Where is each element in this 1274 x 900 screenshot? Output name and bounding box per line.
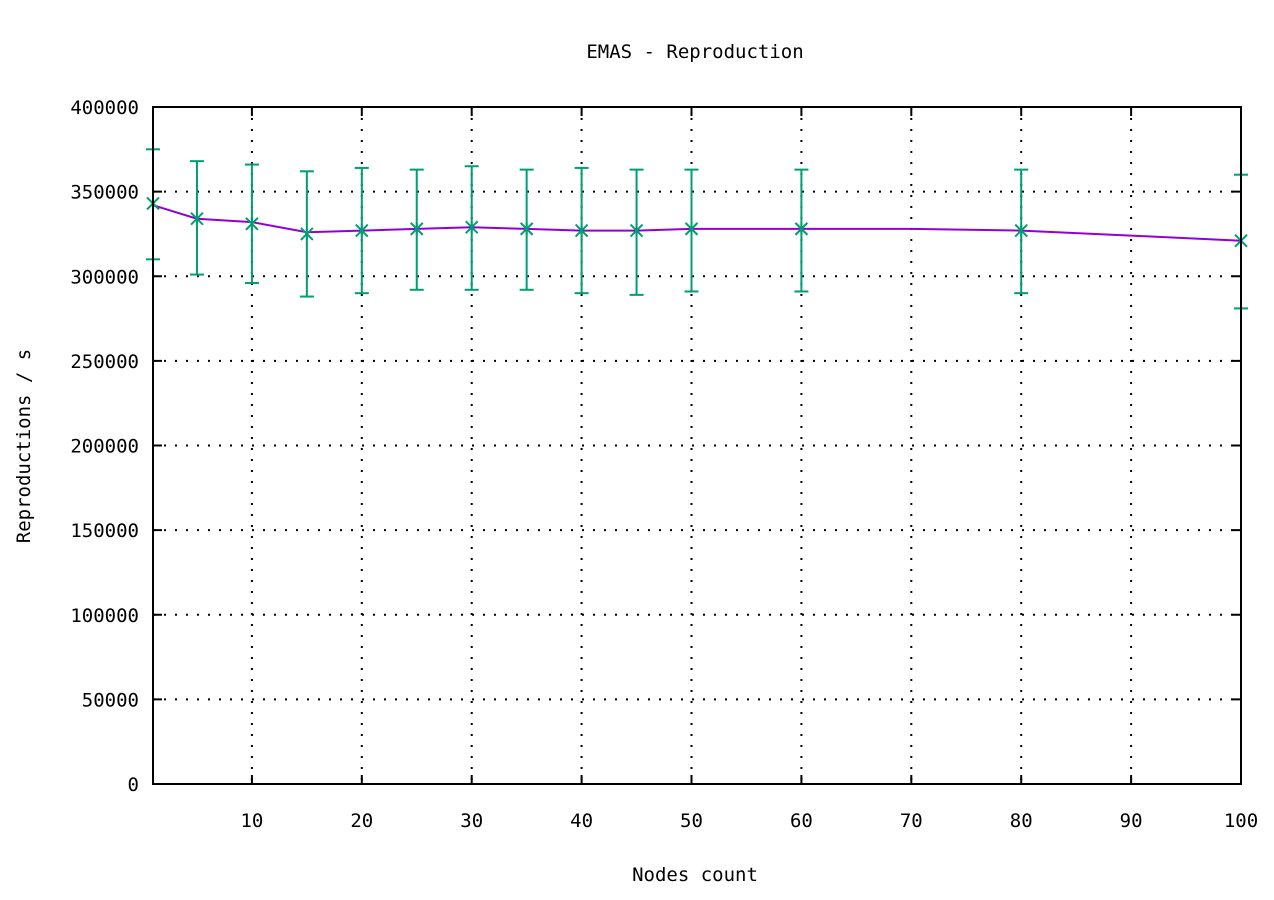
data-point — [354, 166, 369, 295]
y-tick-label: 250000 — [70, 351, 139, 373]
y-tick-label: 350000 — [70, 182, 139, 204]
grid — [153, 107, 1241, 784]
x-tick-label: 20 — [350, 810, 373, 832]
data-point — [629, 168, 644, 296]
y-tick-label: 0 — [128, 774, 139, 796]
y-tick-label: 300000 — [70, 266, 139, 288]
fit-curve-line — [152, 204, 1242, 242]
data-point — [244, 163, 259, 285]
x-tick-label: 100 — [1224, 810, 1258, 832]
data-point — [574, 166, 589, 295]
data-point — [1014, 168, 1029, 295]
data-point — [409, 168, 424, 291]
y-tick-label: 150000 — [70, 520, 139, 542]
x-tick-label: 80 — [1010, 810, 1033, 832]
y-tick-label: 50000 — [82, 689, 139, 711]
data-point — [519, 168, 534, 291]
x-axis-label: Nodes count — [632, 864, 758, 886]
y-tick-label: 100000 — [70, 605, 139, 627]
y-axis-label: Reproductions / s — [13, 349, 35, 543]
fit-curve-layer — [152, 204, 1242, 242]
data-point — [299, 170, 314, 298]
data-point — [684, 168, 699, 293]
x-tick-label: 90 — [1120, 810, 1143, 832]
x-tick-label: 10 — [240, 810, 263, 832]
data-point — [794, 168, 809, 293]
y-tick-label: 400000 — [70, 97, 139, 119]
plot-frame — [152, 106, 1242, 785]
x-tick-label: 60 — [790, 810, 813, 832]
data-point — [464, 165, 479, 291]
data-point — [189, 160, 204, 276]
y-tick-label: 200000 — [70, 436, 139, 458]
chart-title: EMAS - Reproduction — [586, 41, 803, 63]
axis-ticks: 0 50000 100000 150000 200000 250000 300000 3500… — [70, 97, 1258, 832]
x-tick-label: 70 — [900, 810, 923, 832]
x-tick-label: 50 — [680, 810, 703, 832]
x-tick-label: 40 — [570, 810, 593, 832]
x-tick-label: 30 — [460, 810, 483, 832]
